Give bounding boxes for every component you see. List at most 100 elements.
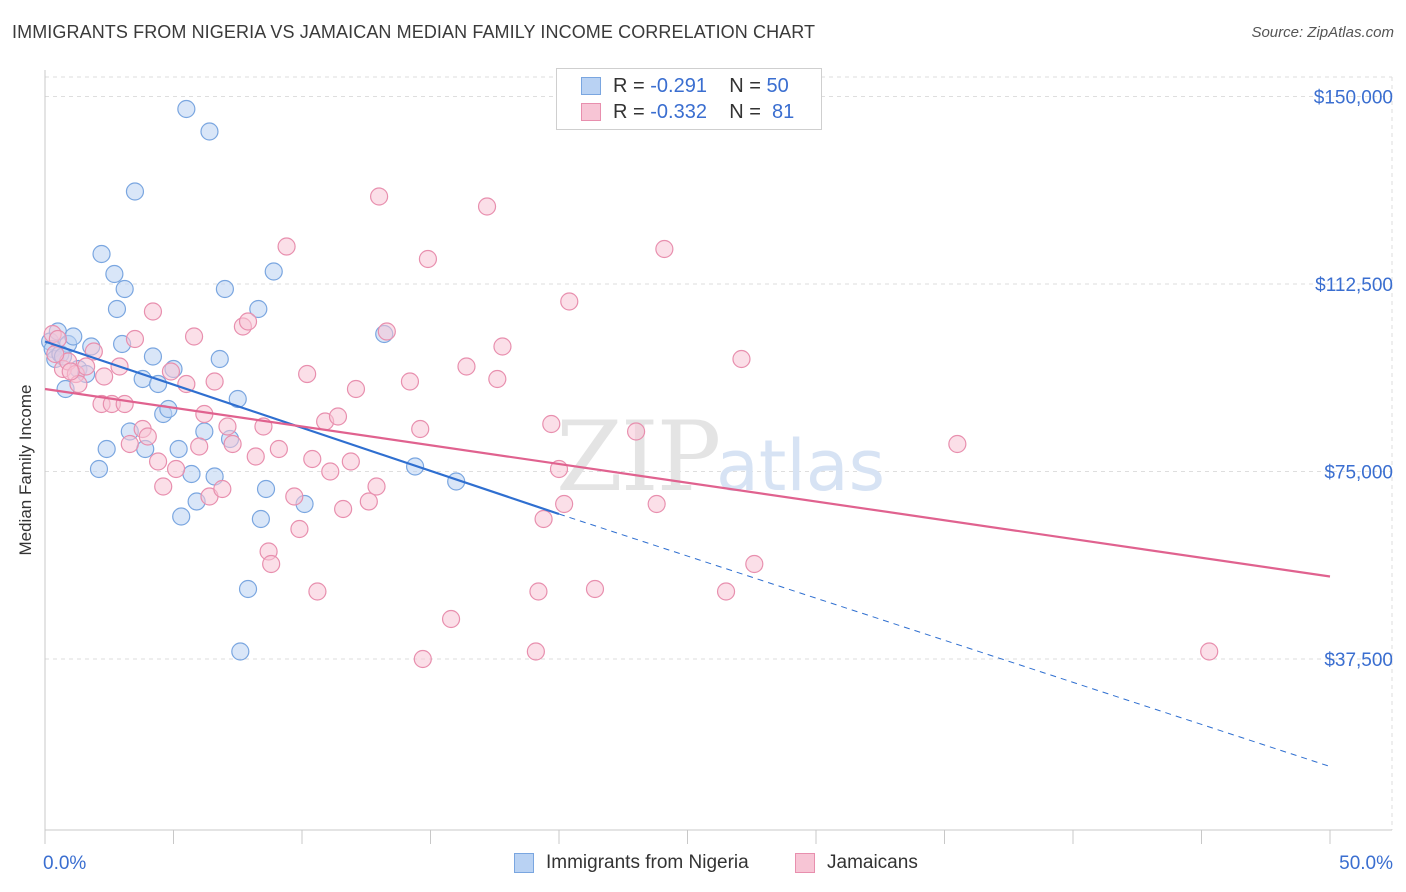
point-jamaican bbox=[184, 327, 204, 346]
trend-lines bbox=[44, 340, 1331, 767]
legend-swatch-nigeria bbox=[581, 77, 601, 95]
bottom-legend-swatch-nigeria bbox=[514, 853, 534, 873]
legend-r-label: R = bbox=[613, 101, 645, 123]
point-jamaican bbox=[400, 372, 420, 391]
point-jamaican bbox=[529, 582, 548, 601]
point-jamaican bbox=[745, 554, 764, 574]
point-jamaican bbox=[555, 494, 574, 514]
point-nigeria bbox=[251, 509, 270, 529]
point-jamaican bbox=[143, 302, 163, 321]
correlation-legend: R = -0.291 N = 50 R = -0.332 N = 81 bbox=[556, 68, 822, 130]
point-jamaican bbox=[238, 312, 258, 331]
point-jamaican bbox=[647, 494, 666, 514]
point-nigeria bbox=[125, 182, 145, 201]
point-jamaican bbox=[477, 197, 497, 216]
point-jamaican bbox=[585, 579, 605, 599]
point-jamaican bbox=[341, 452, 360, 471]
y-tick-label: $150,000 bbox=[1314, 88, 1393, 109]
point-nigeria bbox=[249, 299, 268, 319]
point-jamaican bbox=[154, 477, 173, 496]
point-jamaican bbox=[290, 519, 309, 539]
chart-title: IMMIGRANTS FROM NIGERIA VS JAMAICAN MEDI… bbox=[12, 22, 816, 42]
legend-n-label: N = bbox=[729, 75, 761, 97]
point-jamaican bbox=[190, 437, 209, 456]
grid-lines bbox=[45, 76, 1393, 830]
point-jamaican bbox=[542, 414, 561, 434]
point-jamaican bbox=[205, 372, 224, 391]
point-jamaican bbox=[359, 492, 378, 511]
point-nigeria bbox=[200, 122, 219, 141]
point-jamaican bbox=[138, 427, 157, 446]
point-nigeria bbox=[215, 279, 234, 299]
point-nigeria bbox=[169, 439, 188, 459]
legend-r-value-jamaicans: -0.332 bbox=[650, 101, 707, 123]
point-jamaican bbox=[560, 292, 579, 311]
point-jamaican bbox=[148, 452, 168, 471]
x-tick-label-end: 50.0% bbox=[1339, 853, 1393, 874]
watermark-atlas: atlas bbox=[716, 425, 885, 507]
x-tick-labels: 0.0% 50.0% bbox=[43, 853, 1393, 874]
point-jamaican bbox=[115, 394, 134, 414]
point-nigeria bbox=[105, 264, 124, 284]
trend-line-jamaicans bbox=[44, 387, 1331, 578]
point-nigeria bbox=[210, 349, 229, 369]
point-nigeria bbox=[143, 347, 163, 366]
point-jamaican bbox=[716, 582, 736, 601]
point-jamaican bbox=[534, 509, 553, 529]
y-tick-label: $75,000 bbox=[1324, 463, 1393, 484]
point-nigeria bbox=[92, 244, 111, 264]
point-jamaican bbox=[493, 337, 512, 356]
point-nigeria bbox=[97, 439, 116, 459]
series-jamaicans-points bbox=[43, 187, 1219, 669]
point-jamaican bbox=[370, 187, 389, 206]
bottom-legend-label-nigeria: Immigrants from Nigeria bbox=[546, 852, 749, 873]
point-jamaican bbox=[334, 499, 353, 519]
legend-n-value-nigeria: 50 bbox=[766, 75, 789, 97]
point-jamaican bbox=[377, 322, 396, 341]
point-jamaican bbox=[269, 439, 288, 459]
point-jamaican bbox=[418, 249, 438, 269]
legend-r-value-nigeria: -0.291 bbox=[650, 75, 707, 97]
watermark: ZIP atlas bbox=[556, 401, 885, 513]
point-nigeria bbox=[159, 399, 178, 419]
point-jamaican bbox=[277, 237, 296, 256]
legend-swatch-jamaicans bbox=[581, 103, 601, 121]
point-jamaican bbox=[246, 447, 265, 466]
point-jamaican bbox=[411, 419, 430, 439]
point-jamaican bbox=[61, 362, 80, 381]
point-jamaican bbox=[413, 649, 432, 669]
point-nigeria bbox=[177, 99, 196, 119]
point-nigeria bbox=[264, 262, 283, 281]
source-label: Source: ZipAtlas.com bbox=[1251, 24, 1394, 41]
point-jamaican bbox=[285, 487, 304, 506]
legend-n-value-jamaicans: 81 bbox=[772, 101, 795, 123]
point-jamaican bbox=[223, 434, 242, 454]
watermark-zip: ZIP bbox=[556, 401, 719, 513]
point-jamaican bbox=[526, 642, 545, 661]
point-jamaican bbox=[303, 449, 322, 469]
trend-line-nigeria bbox=[44, 340, 560, 516]
point-jamaican bbox=[488, 369, 507, 389]
axes bbox=[44, 70, 1392, 844]
point-nigeria bbox=[228, 389, 247, 409]
point-nigeria bbox=[89, 459, 109, 479]
point-nigeria bbox=[64, 327, 83, 346]
point-jamaican bbox=[161, 362, 181, 381]
point-jamaican bbox=[95, 367, 114, 386]
point-jamaican bbox=[626, 422, 646, 441]
y-tick-labels: $37,500 $75,000 $112,500 $150,000 bbox=[1314, 88, 1393, 672]
point-nigeria bbox=[256, 479, 276, 499]
bottom-legend-label-jamaicans: Jamaicans bbox=[827, 852, 918, 873]
point-jamaican bbox=[367, 477, 386, 496]
point-jamaican bbox=[77, 357, 96, 376]
point-nigeria bbox=[107, 299, 127, 319]
point-nigeria bbox=[182, 464, 201, 484]
point-jamaican bbox=[262, 554, 281, 574]
point-jamaican bbox=[948, 434, 967, 454]
y-tick-label: $112,500 bbox=[1315, 275, 1393, 296]
legend-r-label: R = bbox=[613, 75, 645, 97]
point-jamaican bbox=[308, 582, 327, 601]
point-jamaican bbox=[120, 434, 139, 454]
point-jamaican bbox=[346, 379, 366, 399]
